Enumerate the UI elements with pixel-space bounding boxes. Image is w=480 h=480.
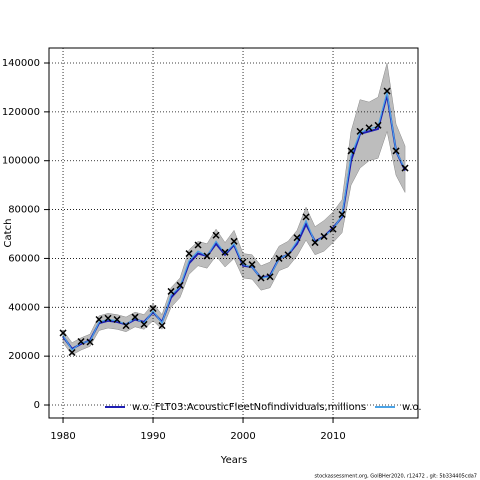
observation-marker: [59, 329, 67, 337]
legend-label: w.o. FLT03:AcousticFleetNofindividuals,m…: [132, 402, 366, 413]
observation-marker: [158, 322, 166, 330]
observation-marker: [113, 315, 121, 324]
y-tick-label: 140000: [2, 58, 40, 69]
x-axis-label: Years: [220, 455, 247, 466]
observation-marker: [104, 314, 112, 322]
observation-marker: [293, 234, 301, 242]
y-tick-label: 100000: [2, 156, 40, 167]
x-tick-label: 1980: [50, 431, 75, 442]
x-tick-label: 1990: [140, 431, 165, 442]
plot-frame: [48, 47, 419, 419]
observation-marker: [365, 124, 373, 132]
plot-area: [59, 62, 409, 357]
observation-marker: [275, 254, 283, 262]
observation-marker: [176, 281, 184, 289]
observation-marker: [302, 213, 310, 221]
observation-marker: [347, 147, 355, 155]
observation-marker: [167, 287, 175, 295]
observation-marker: [257, 274, 265, 282]
x-tick-label: 2010: [320, 431, 345, 442]
legend-label: w.o.: [402, 402, 422, 413]
observation-marker: [266, 273, 274, 281]
observation-marker: [221, 248, 229, 256]
observation-marker: [239, 258, 247, 266]
observation-marker: [230, 237, 238, 245]
observation-marker: [383, 87, 391, 95]
observation-marker: [329, 225, 337, 233]
observation-marker: [338, 210, 346, 218]
observation-marker: [248, 261, 256, 269]
y-tick-label: 80000: [8, 205, 40, 216]
observation-marker: [194, 241, 202, 249]
observation-marker: [356, 127, 364, 135]
observation-marker: [311, 239, 319, 247]
observation-marker: [320, 232, 328, 240]
y-tick-label: 60000: [8, 253, 40, 264]
footnote: stockassessment.org, GolBHer2020, r12472…: [315, 474, 477, 480]
observation-marker: [203, 252, 211, 260]
observation-marker: [401, 164, 409, 172]
observation-marker: [77, 337, 85, 346]
y-tick-label: 0: [34, 400, 40, 411]
observation-marker: [131, 313, 139, 321]
x-tick-label: 2000: [230, 431, 255, 442]
y-tick-label: 40000: [8, 302, 40, 313]
y-tick-label: 20000: [8, 351, 40, 362]
observation-marker: [122, 322, 130, 330]
observation-marker: [86, 338, 94, 346]
confidence-band: [62, 62, 406, 356]
observation-marker: [149, 304, 157, 313]
y-axis-label: Catch: [3, 219, 14, 248]
observation-marker: [284, 251, 292, 259]
observation-marker: [140, 320, 148, 328]
observation-marker: [68, 348, 76, 357]
observation-marker: [374, 121, 382, 129]
observation-marker: [212, 231, 220, 239]
observation-marker: [185, 250, 193, 258]
observation-marker: [392, 147, 400, 155]
observation-marker: [95, 315, 103, 324]
y-tick-label: 120000: [2, 107, 40, 118]
